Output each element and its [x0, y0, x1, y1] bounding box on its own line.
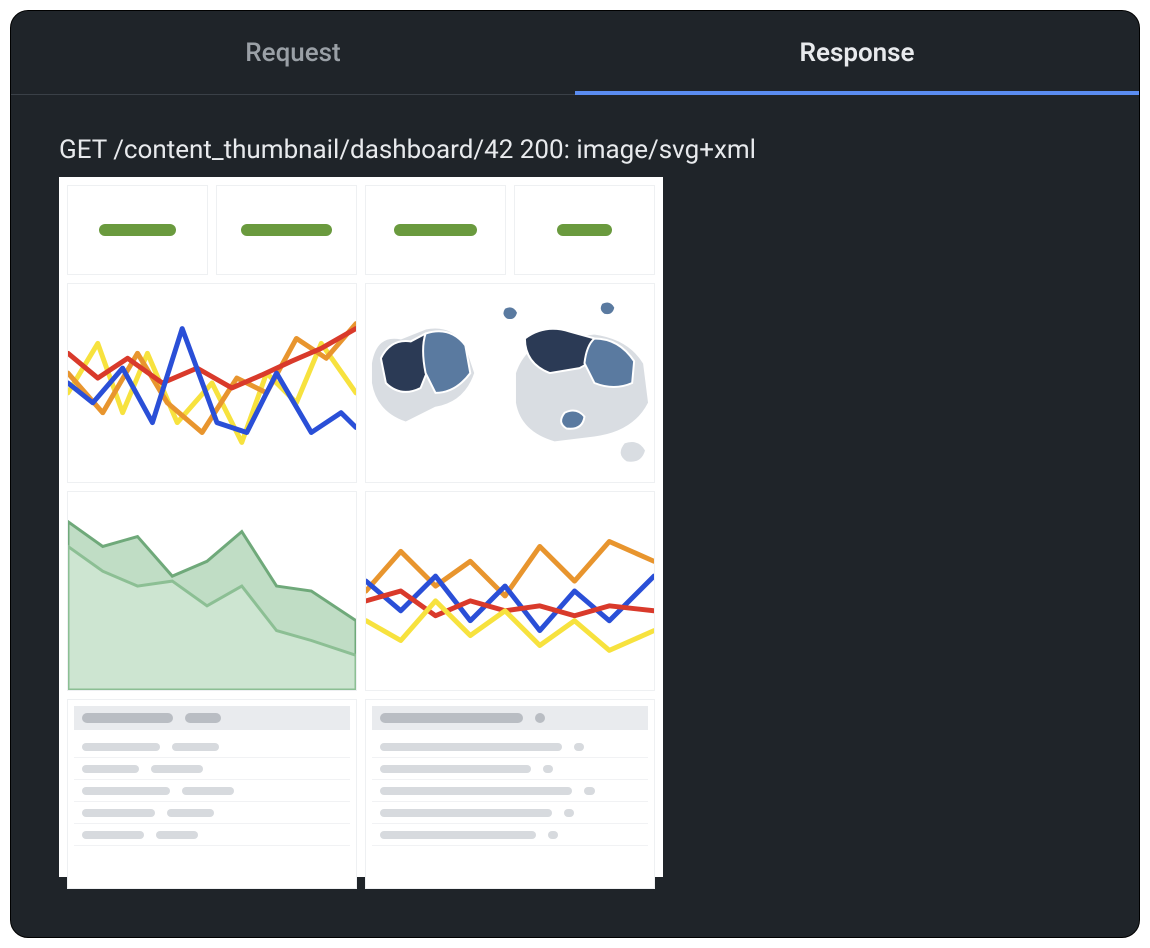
area-chart	[68, 492, 356, 690]
tab-response[interactable]: Response	[575, 11, 1139, 94]
network-panel: Request Response GET /content_thumbnail/…	[10, 10, 1140, 938]
line-chart-tile-left	[67, 283, 357, 483]
response-body: GET /content_thumbnail/dashboard/42 200:…	[11, 95, 1139, 917]
map-chart	[366, 284, 654, 482]
kpi-bar	[99, 224, 175, 236]
tab-request[interactable]: Request	[11, 11, 575, 94]
table-skeleton-right	[365, 699, 655, 889]
kpi-tile	[365, 185, 506, 275]
line-chart-tile-right	[365, 491, 655, 691]
map-tile	[365, 283, 655, 483]
kpi-tile	[67, 185, 208, 275]
kpi-tile	[216, 185, 357, 275]
line-chart-left	[68, 284, 356, 482]
tab-response-label: Response	[799, 38, 914, 68]
tab-bar: Request Response	[11, 11, 1139, 95]
line-chart-right	[366, 492, 654, 690]
tab-request-label: Request	[245, 38, 340, 68]
dashboard-thumbnail	[59, 177, 663, 877]
kpi-bar	[557, 224, 613, 236]
kpi-bar	[394, 224, 477, 236]
kpi-bar	[241, 224, 331, 236]
area-chart-tile	[67, 491, 357, 691]
response-status-line: GET /content_thumbnail/dashboard/42 200:…	[59, 135, 1091, 165]
kpi-tile	[514, 185, 655, 275]
kpi-row	[67, 185, 655, 275]
tables-row	[67, 699, 655, 889]
table-skeleton-left	[67, 699, 357, 889]
